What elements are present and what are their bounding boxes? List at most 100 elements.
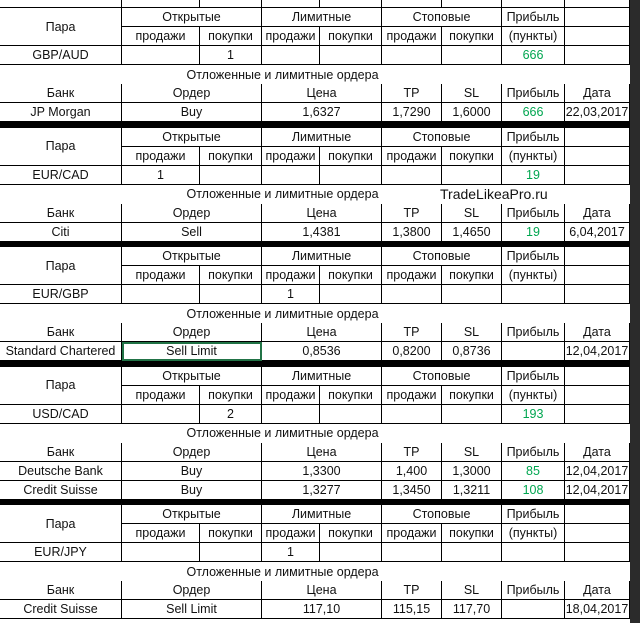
header-cell: Прибыль	[502, 442, 565, 462]
subheader-cell: покупки	[320, 146, 382, 166]
profit-cell: 19	[502, 222, 565, 242]
header-cell: Банк	[0, 84, 122, 103]
position-cell	[122, 285, 200, 304]
header-cell: Ордер	[122, 203, 262, 223]
date-cell: 12,04,2017	[565, 342, 630, 361]
header-cell: Стоповые	[382, 247, 502, 266]
subheader-cell: (пункты)	[502, 266, 565, 285]
profit-cell: 666	[502, 46, 565, 65]
subheader-cell: продажи	[262, 27, 320, 46]
empty-cell	[565, 165, 630, 185]
header-cell: SL	[442, 203, 502, 223]
bank-cell: Credit Suisse	[0, 600, 122, 619]
order-cell: Sell Limit	[122, 342, 262, 361]
order-cell: Buy	[122, 103, 262, 122]
header-cell: Дата	[565, 203, 630, 223]
empty-cell	[565, 127, 630, 147]
block-separator	[0, 361, 640, 367]
header-cell: Ордер	[122, 442, 262, 462]
header-cell: TP	[382, 581, 442, 600]
pair-cell: USD/CAD	[0, 404, 122, 424]
empty-cell	[565, 543, 630, 562]
subheader-cell: покупки	[200, 27, 262, 46]
header-cell: Стоповые	[382, 366, 502, 386]
subheader-cell: покупки	[200, 146, 262, 166]
profit-cell	[502, 543, 565, 562]
header-cell: Прибыль	[502, 84, 565, 103]
tp-cell: 1,400	[382, 461, 442, 481]
header-cell: Банк	[0, 581, 122, 600]
empty-cell	[262, 0, 320, 8]
header-cell: Пара	[0, 366, 122, 405]
position-cell	[442, 46, 502, 65]
tp-cell: 0,8200	[382, 342, 442, 361]
watermark: TradeLikeaPro.ru	[440, 186, 548, 202]
position-cell	[382, 46, 442, 65]
empty-cell	[122, 0, 200, 8]
header-cell: Ордер	[122, 581, 262, 600]
empty-cell	[565, 524, 630, 543]
header-cell: Пара	[0, 247, 122, 285]
subheader-cell: покупки	[320, 524, 382, 543]
subheader-cell: покупки	[442, 27, 502, 46]
header-cell: Лимитные	[262, 8, 382, 27]
subheader-cell: (пункты)	[502, 524, 565, 543]
subheader-cell: продажи	[262, 146, 320, 166]
subheader-cell: продажи	[122, 524, 200, 543]
subheader-cell: покупки	[320, 385, 382, 405]
pair-cell: EUR/GBP	[0, 285, 122, 304]
position-cell	[200, 285, 262, 304]
tp-cell: 115,15	[382, 600, 442, 619]
empty-cell	[565, 285, 630, 304]
profit-cell: 19	[502, 165, 565, 185]
header-cell: Открытые	[122, 366, 262, 386]
header-cell: TP	[382, 203, 442, 223]
header-cell: Прибыль	[502, 127, 565, 147]
date-cell: 12,04,2017	[565, 461, 630, 481]
position-cell	[122, 46, 200, 65]
position-cell	[320, 285, 382, 304]
subheader-cell: покупки	[442, 146, 502, 166]
position-cell	[122, 404, 200, 424]
profit-cell	[502, 342, 565, 361]
empty-cell	[502, 0, 565, 8]
bank-cell: Deutsche Bank	[0, 461, 122, 481]
date-cell: 6,04,2017	[565, 222, 630, 242]
header-cell: Пара	[0, 127, 122, 166]
empty-cell	[442, 0, 502, 8]
header-cell: Открытые	[122, 505, 262, 524]
subheader-cell: продажи	[262, 266, 320, 285]
bank-cell: Citi	[0, 222, 122, 242]
price-cell: 117,10	[262, 600, 382, 619]
profit-cell: 108	[502, 480, 565, 500]
header-cell: SL	[442, 581, 502, 600]
position-cell	[442, 285, 502, 304]
header-cell: Пара	[0, 8, 122, 46]
block-separator	[0, 499, 640, 505]
subheader-cell: продажи	[122, 385, 200, 405]
subheader-cell: продажи	[262, 385, 320, 405]
header-cell: Прибыль	[502, 366, 565, 386]
subheader-cell: покупки	[320, 27, 382, 46]
section-label: Отложенные и лимитные ордера	[186, 306, 379, 321]
subheader-cell: покупки	[320, 266, 382, 285]
date-cell: 12,04,2017	[565, 480, 630, 500]
header-cell: Прибыль	[502, 581, 565, 600]
header-cell: Ордер	[122, 323, 262, 342]
profit-cell: 85	[502, 461, 565, 481]
pair-cell: EUR/JPY	[0, 543, 122, 562]
price-cell: 1,3277	[262, 480, 382, 500]
pair-cell: EUR/CAD	[0, 165, 122, 185]
header-cell: Цена	[262, 323, 382, 342]
sl-cell: 1,4650	[442, 222, 502, 242]
subheader-cell: продажи	[382, 524, 442, 543]
tp-cell: 1,3450	[382, 480, 442, 500]
header-cell: Лимитные	[262, 366, 382, 386]
subheader-cell: (пункты)	[502, 385, 565, 405]
header-cell: Открытые	[122, 127, 262, 147]
bank-cell: JP Morgan	[0, 103, 122, 122]
pair-cell: GBP/AUD	[0, 46, 122, 65]
position-cell	[442, 165, 502, 185]
